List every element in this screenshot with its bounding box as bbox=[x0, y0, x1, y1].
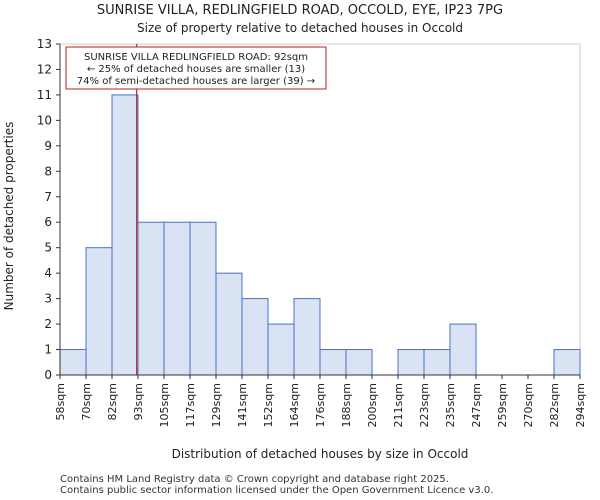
x-tick-label: 70sqm bbox=[80, 383, 93, 420]
histogram-bar bbox=[59, 349, 87, 376]
x-tick-label: 235sqm bbox=[444, 383, 457, 427]
y-tick-label: 11 bbox=[37, 88, 52, 102]
x-tick-label: 129sqm bbox=[210, 383, 223, 427]
histogram-bar bbox=[163, 221, 191, 376]
x-tick-label: 259sqm bbox=[496, 383, 509, 427]
annotation-box: SUNRISE VILLA REDLINGFIELD ROAD: 92sqm ←… bbox=[65, 46, 327, 90]
y-tick-label: 4 bbox=[44, 266, 52, 280]
histogram-bar bbox=[345, 349, 373, 376]
histogram-bar bbox=[215, 272, 243, 376]
x-tick-label: 188sqm bbox=[340, 383, 353, 427]
y-tick-label: 8 bbox=[44, 164, 52, 178]
chart-title: SUNRISE VILLA, REDLINGFIELD ROAD, OCCOLD… bbox=[97, 3, 503, 18]
histogram-bar bbox=[449, 323, 477, 376]
histogram-bar bbox=[293, 298, 321, 376]
y-tick-label: 3 bbox=[44, 292, 52, 306]
x-tick-label: 282sqm bbox=[548, 383, 561, 427]
x-tick-label: 82sqm bbox=[106, 383, 119, 420]
histogram-bar bbox=[397, 349, 425, 376]
annotation-line-3: 74% of semi-detached houses are larger (… bbox=[77, 76, 315, 87]
x-tick-label: 164sqm bbox=[288, 383, 301, 427]
y-tick-label: 5 bbox=[44, 241, 52, 255]
histogram-bar bbox=[319, 349, 347, 376]
x-tick-label: 200sqm bbox=[366, 383, 379, 427]
y-axis-label: Number of detached properties bbox=[2, 122, 16, 311]
x-tick-label: 270sqm bbox=[522, 383, 535, 427]
annotation-line-2: ← 25% of detached houses are smaller (13… bbox=[87, 64, 305, 75]
chart-subtitle: Size of property relative to detached ho… bbox=[137, 21, 463, 35]
y-tick-label: 7 bbox=[44, 190, 52, 204]
histogram-bar bbox=[85, 247, 113, 376]
y-tick-label: 10 bbox=[37, 113, 52, 127]
x-tick-label: 93sqm bbox=[132, 383, 145, 420]
x-tick-label: 117sqm bbox=[184, 383, 197, 427]
histogram-bar bbox=[553, 349, 581, 376]
y-tick-label: 2 bbox=[44, 317, 52, 331]
y-tick-label: 1 bbox=[44, 343, 52, 357]
histogram-bar bbox=[189, 221, 217, 376]
y-tick-label: 0 bbox=[44, 368, 52, 382]
x-tick-label: 58sqm bbox=[54, 383, 67, 420]
y-tick-label: 13 bbox=[37, 37, 52, 51]
y-tick-label: 12 bbox=[37, 62, 52, 76]
y-tick-label: 9 bbox=[44, 139, 52, 153]
x-tick-label: 211sqm bbox=[392, 383, 405, 427]
annotation-line-1: SUNRISE VILLA REDLINGFIELD ROAD: 92sqm bbox=[84, 52, 308, 63]
x-tick-label: 223sqm bbox=[418, 383, 431, 427]
footer-credit-1: Contains HM Land Registry data © Crown c… bbox=[60, 474, 449, 485]
x-tick-label: 152sqm bbox=[262, 383, 275, 427]
x-axis-label: Distribution of detached houses by size … bbox=[172, 447, 469, 461]
histogram-bar bbox=[423, 349, 451, 376]
footer-credit-2: Contains public sector information licen… bbox=[60, 485, 494, 496]
x-tick-label: 141sqm bbox=[236, 383, 249, 427]
x-tick-label: 247sqm bbox=[470, 383, 483, 427]
x-tick-label: 176sqm bbox=[314, 383, 327, 427]
histogram-bar bbox=[267, 323, 295, 376]
x-tick-label: 294sqm bbox=[574, 383, 587, 427]
x-tick-label: 105sqm bbox=[158, 383, 171, 427]
histogram-bar bbox=[241, 298, 269, 376]
y-tick-label: 6 bbox=[44, 215, 52, 229]
histogram-bar bbox=[111, 94, 139, 376]
histogram-bar bbox=[137, 221, 165, 376]
